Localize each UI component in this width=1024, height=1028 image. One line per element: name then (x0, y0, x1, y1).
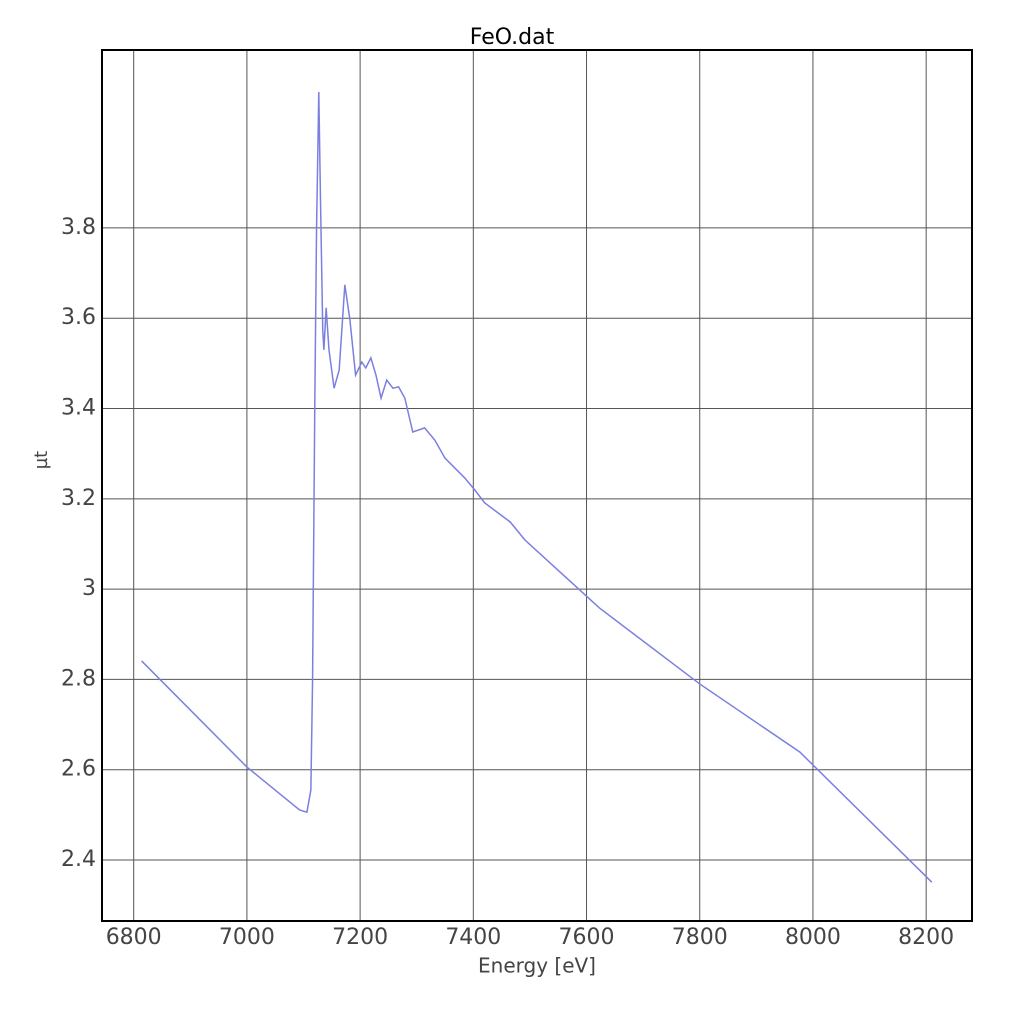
y-axis-label: µt (31, 451, 52, 470)
y-tick-label: 2.6 (61, 757, 96, 782)
x-tick-label: 7800 (672, 925, 728, 950)
chart-title: FeO.dat (470, 25, 555, 50)
x-axis-label: Energy [eV] (478, 954, 596, 978)
y-tick-label: 3.2 (61, 486, 96, 511)
y-tick-label: 3.8 (61, 215, 96, 240)
x-tick-label: 7400 (445, 925, 501, 950)
x-tick-label: 8000 (785, 925, 841, 950)
y-tick-label: 3.4 (61, 396, 96, 421)
x-tick-label: 7200 (332, 925, 388, 950)
y-tick-label: 3.6 (61, 305, 96, 330)
x-tick-label: 8200 (898, 925, 954, 950)
x-tick-label: 7600 (559, 925, 615, 950)
x-tick-label: 6800 (106, 925, 162, 950)
y-tick-label: 2.8 (61, 666, 96, 691)
y-tick-label: 2.4 (61, 847, 96, 872)
x-tick-label: 7000 (219, 925, 275, 950)
data-line (141, 91, 933, 883)
plot-frame (101, 49, 973, 922)
y-tick-label: 3 (82, 576, 96, 601)
